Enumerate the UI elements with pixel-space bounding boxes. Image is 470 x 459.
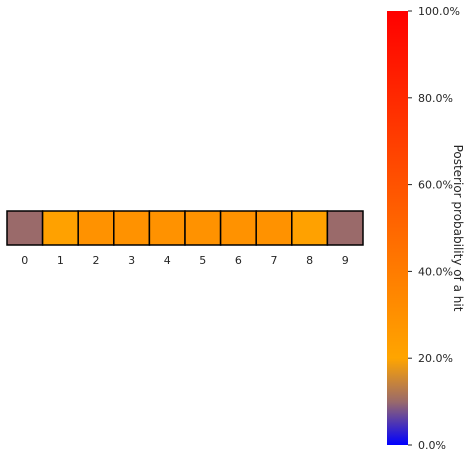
- heatmap-cell: [326, 210, 364, 246]
- x-tick-label: 2: [93, 254, 100, 267]
- x-tick-labels: 0 1 2 3 4 5 6 7 8 9: [21, 254, 348, 267]
- x-tick-label: 0: [21, 254, 28, 267]
- colorbar-tick-label: 0.0%: [418, 439, 446, 452]
- x-tick-label: 3: [128, 254, 135, 267]
- colorbar-tick-label: 20.0%: [418, 352, 453, 365]
- x-tick-label: 7: [271, 254, 278, 267]
- colorbar: [387, 11, 408, 445]
- x-tick-label: 4: [164, 254, 171, 267]
- heatmap-cell: [6, 210, 44, 246]
- heatmap-cell: [41, 210, 79, 246]
- heatmap-cell: [184, 210, 222, 246]
- colorbar-label: Posterior probability of a hit: [451, 145, 465, 312]
- colorbar-tick-label: 40.0%: [418, 265, 453, 278]
- x-tick-label: 5: [199, 254, 206, 267]
- heatmap-cells: [6, 210, 364, 246]
- colorbar-tick-label: 60.0%: [418, 179, 453, 192]
- colorbar-tick-label: 100.0%: [418, 5, 460, 18]
- heatmap-cell: [148, 210, 186, 246]
- x-tick-label: 8: [306, 254, 313, 267]
- heatmap-cell: [255, 210, 293, 246]
- heatmap-cell: [77, 210, 115, 246]
- heatmap-cell: [113, 210, 151, 246]
- x-tick-label: 1: [57, 254, 64, 267]
- x-tick-label: 6: [235, 254, 242, 267]
- heatmap-cell: [219, 210, 257, 246]
- colorbar-ticks: 0.0% 20.0% 40.0% 60.0% 80.0% 100.0%: [408, 5, 460, 452]
- colorbar-tick-label: 80.0%: [418, 92, 453, 105]
- heatmap-cell: [291, 210, 329, 246]
- x-tick-label: 9: [342, 254, 349, 267]
